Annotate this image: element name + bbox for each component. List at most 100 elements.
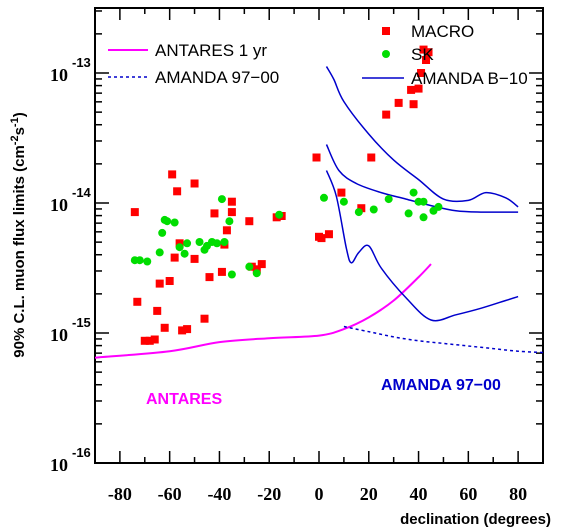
macro-point bbox=[153, 306, 162, 315]
x-tick-label: 0 bbox=[315, 484, 324, 504]
y-tick-label-base: 10 bbox=[50, 65, 68, 85]
annotation-antares: ANTARES bbox=[146, 391, 222, 408]
macro-point bbox=[357, 204, 366, 213]
macro-point bbox=[145, 336, 154, 345]
x-tick-label: -40 bbox=[207, 484, 231, 504]
macro-point bbox=[173, 187, 182, 196]
y-axis-title-exp2: -1 bbox=[9, 117, 21, 127]
sk-point bbox=[175, 243, 184, 252]
legend-macro-marker bbox=[382, 27, 390, 35]
y-tick-label: 10 -14 bbox=[50, 185, 92, 215]
x-axis-title: declination (degrees) bbox=[400, 511, 551, 528]
series-line-amanda-b-10-middle bbox=[325, 144, 519, 213]
y-axis-title-base: 90% C.L. muon flux limits (cm bbox=[11, 145, 28, 358]
series-line-amanda-b-10-upper bbox=[325, 66, 519, 208]
macro-point bbox=[257, 260, 266, 269]
macro-point bbox=[160, 323, 169, 332]
y-axis-title-end: ) bbox=[11, 112, 28, 117]
sk-point bbox=[404, 209, 413, 218]
macro-point bbox=[190, 254, 199, 263]
macro-point bbox=[210, 209, 219, 218]
macro-point bbox=[217, 267, 226, 276]
y-tick-label-base: 10 bbox=[50, 195, 68, 215]
macro-point bbox=[200, 314, 209, 323]
x-tick-label: 60 bbox=[459, 484, 477, 504]
macro-point bbox=[178, 326, 187, 335]
macro-point bbox=[183, 325, 192, 334]
macro-point bbox=[155, 279, 164, 288]
legend-amanda9700-label: AMANDA 97−00 bbox=[155, 68, 279, 87]
x-tick-label: -20 bbox=[257, 484, 281, 504]
macro-point bbox=[407, 85, 416, 94]
sk-point bbox=[275, 210, 284, 219]
x-tick-label: 40 bbox=[410, 484, 428, 504]
sk-point bbox=[183, 239, 192, 248]
sk-point bbox=[220, 238, 229, 246]
y-tick-label-exp: -13 bbox=[72, 55, 91, 70]
legend-sk-marker bbox=[382, 50, 390, 58]
macro-point bbox=[422, 56, 431, 64]
sk-point bbox=[155, 248, 164, 257]
x-tick-label: 80 bbox=[509, 484, 527, 504]
sk-point bbox=[170, 218, 179, 227]
x-axis-ticks: -80 -60 -40 -20 0 20 40 60 80 bbox=[94, 8, 544, 504]
y-tick-label: 10 -15 bbox=[50, 315, 91, 345]
macro-point bbox=[419, 45, 428, 54]
series-lines bbox=[95, 66, 543, 359]
x-tick-label: -80 bbox=[108, 484, 132, 504]
sk-point bbox=[384, 195, 393, 204]
series-line-amanda-97-00 bbox=[343, 325, 543, 354]
macro-point bbox=[424, 48, 433, 57]
macro-point bbox=[190, 179, 199, 188]
macro-point bbox=[337, 188, 346, 197]
macro-point bbox=[150, 335, 159, 344]
legend: ANTARES 1 yr AMANDA 97−00 MACRO SK AMAND… bbox=[108, 22, 528, 88]
macro-point bbox=[414, 84, 423, 93]
y-tick-label-base: 10 bbox=[50, 455, 68, 475]
y-axis-title-exp1: -2 bbox=[9, 135, 21, 145]
series-line-amanda-b-10-lower bbox=[325, 170, 519, 322]
macro-point bbox=[140, 336, 149, 345]
sk-point bbox=[212, 239, 221, 248]
sk-point bbox=[434, 202, 443, 211]
y-axis-ticks: 10 -13 10 -14 10 -15 10 -16 bbox=[50, 10, 543, 475]
y-tick-label-exp: -14 bbox=[72, 185, 92, 200]
macro-point bbox=[165, 277, 174, 285]
macro-point bbox=[245, 217, 254, 226]
sk-point bbox=[409, 188, 418, 197]
sk-point bbox=[180, 249, 189, 258]
sk-point bbox=[225, 217, 234, 226]
sk-point bbox=[419, 197, 428, 206]
sk-point bbox=[195, 238, 204, 246]
y-tick-label: 10 -13 bbox=[50, 55, 91, 85]
legend-macro-label: MACRO bbox=[411, 22, 474, 41]
y-tick-label-exp: -16 bbox=[72, 445, 91, 460]
macro-point bbox=[312, 153, 321, 162]
sk-point bbox=[217, 195, 226, 204]
series-line-antares-1-yr bbox=[95, 263, 432, 359]
sk-point bbox=[158, 228, 167, 237]
macro-point bbox=[317, 234, 326, 243]
macro-point bbox=[222, 226, 231, 235]
legend-amandab10-label: AMANDA B−10 bbox=[411, 69, 528, 88]
macro-point bbox=[367, 153, 376, 162]
sk-point bbox=[354, 208, 363, 217]
sk-point bbox=[143, 257, 152, 266]
macro-point bbox=[205, 273, 214, 282]
macro-point bbox=[170, 253, 179, 262]
sk-point bbox=[319, 193, 328, 202]
sk-point bbox=[369, 205, 378, 214]
sk-point bbox=[163, 217, 172, 226]
macro-point bbox=[130, 208, 139, 217]
macro-point bbox=[133, 297, 142, 306]
macro-point bbox=[417, 69, 426, 77]
macro-point bbox=[324, 230, 333, 239]
macro-point bbox=[382, 110, 391, 119]
series-points bbox=[130, 45, 443, 345]
macro-point bbox=[409, 100, 418, 109]
macro-point bbox=[227, 197, 236, 206]
y-axis-title: 90% C.L. muon flux limits (cm-2s-1) bbox=[9, 112, 28, 357]
legend-sk-label: SK bbox=[411, 45, 434, 64]
sk-point bbox=[419, 213, 428, 222]
